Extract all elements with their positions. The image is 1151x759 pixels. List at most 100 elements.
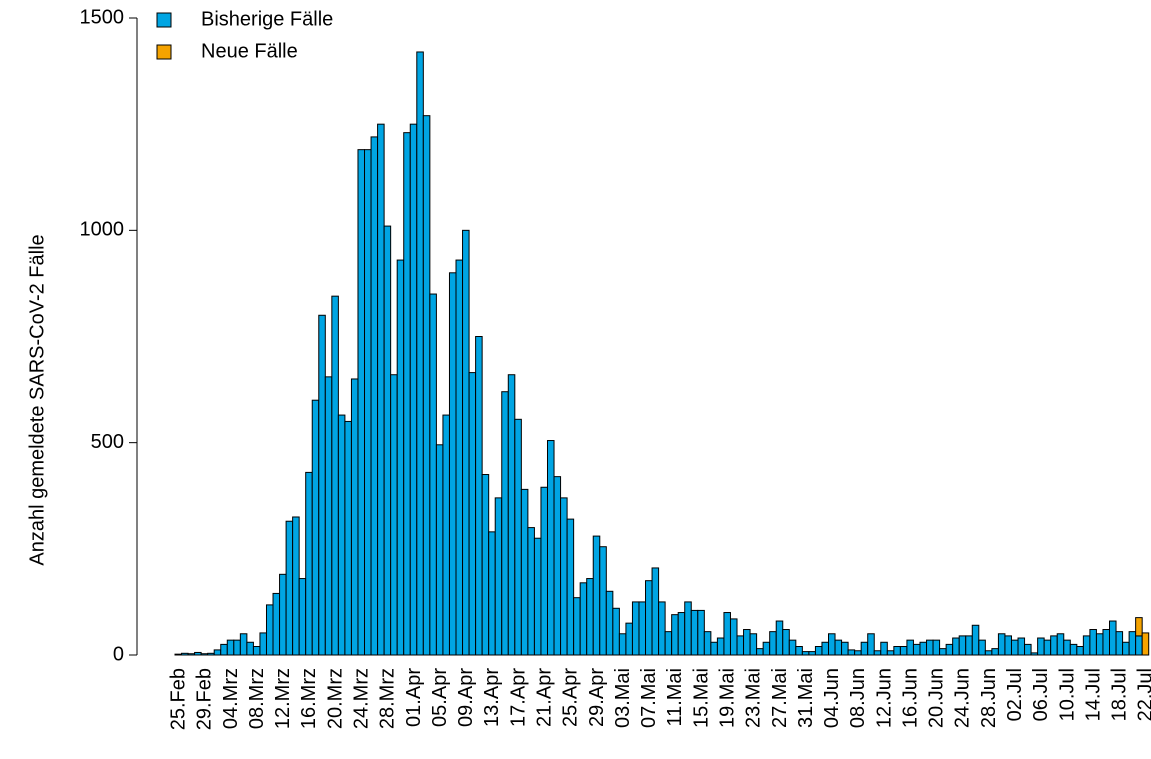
x-tick-label: 24.Jun (952, 668, 974, 728)
bar (795, 646, 803, 656)
x-tick-label: 15.Mai (690, 668, 712, 728)
bar (618, 633, 627, 656)
x-tick-label: 19.Mai (716, 668, 738, 728)
bar (821, 641, 830, 656)
bar (671, 614, 679, 656)
bar (847, 649, 856, 656)
bar (292, 516, 300, 656)
bar (782, 629, 790, 656)
bar (331, 295, 339, 656)
bar (383, 225, 392, 656)
x-tick-label: 25.Apr (560, 668, 582, 727)
bar (416, 51, 424, 656)
x-tick-label: 28.Jun (978, 668, 1000, 728)
bar (174, 653, 183, 656)
x-tick-label: 06.Jul (1030, 668, 1052, 721)
x-tick-label: 22.Jul (1135, 668, 1151, 721)
bar (684, 601, 692, 656)
bar (1056, 633, 1065, 656)
bar (952, 637, 960, 656)
bar (1082, 635, 1091, 656)
bar (919, 641, 928, 656)
bar (808, 651, 816, 656)
bar (971, 624, 980, 656)
bar (370, 136, 379, 656)
legend-swatch (156, 12, 172, 28)
x-tick-label: 03.Mai (612, 668, 634, 728)
bar (651, 567, 660, 656)
bar (429, 293, 437, 656)
bar (1069, 643, 1078, 656)
bar (442, 414, 450, 656)
bar (788, 639, 797, 656)
bar (462, 229, 470, 656)
bar (605, 590, 614, 656)
bar (403, 132, 411, 656)
bar (344, 420, 352, 656)
bar (324, 376, 333, 656)
bar (579, 582, 588, 656)
x-tick-label: 13.Apr (481, 668, 503, 727)
bar (677, 612, 686, 656)
bar (546, 440, 555, 656)
bar (560, 497, 568, 656)
x-tick-label: 25.Feb (168, 668, 190, 730)
bar (259, 632, 267, 656)
bar (586, 578, 594, 656)
x-tick-label: 08.Mrz (246, 668, 268, 729)
bar (828, 633, 836, 656)
bar (912, 643, 921, 656)
bar (658, 601, 666, 656)
bar (664, 631, 673, 656)
bar (926, 639, 934, 656)
bar (409, 123, 418, 656)
y-tick-label: 1500 (80, 6, 125, 28)
bar (187, 653, 196, 656)
legend-label: Neue Fälle (201, 40, 298, 62)
bar (814, 646, 823, 656)
bar (488, 531, 496, 656)
bar (1050, 635, 1058, 656)
bar (762, 641, 771, 656)
bar (1037, 637, 1045, 656)
bar (638, 601, 647, 656)
bar (481, 474, 490, 656)
bar (181, 652, 189, 656)
bar (645, 580, 653, 656)
x-tick-label: 04.Jun (821, 668, 843, 728)
bar (311, 399, 320, 656)
bar (1043, 639, 1052, 656)
bar (939, 648, 947, 656)
x-tick-label: 23.Mai (743, 668, 765, 728)
x-tick-label: 29.Apr (586, 668, 608, 727)
bar (841, 641, 849, 656)
x-tick-label: 16.Jun (899, 668, 921, 728)
bar (965, 635, 973, 656)
x-tick-label: 10.Jul (1056, 668, 1078, 721)
bar (834, 639, 843, 656)
bar (1076, 646, 1084, 656)
bar (527, 527, 535, 656)
bar (298, 578, 307, 656)
bar (1004, 635, 1012, 656)
bar (690, 609, 699, 656)
bar (703, 631, 712, 656)
bar (213, 649, 222, 656)
bar (350, 378, 359, 656)
bar (494, 497, 503, 656)
bar (886, 650, 895, 656)
bar (357, 149, 366, 656)
x-tick-label: 28.Mrz (377, 668, 399, 729)
x-tick-label: 21.Apr (534, 668, 556, 727)
bar (318, 314, 326, 656)
y-axis-label: Anzahl gemeldete SARS-CoV-2 Fälle (26, 234, 48, 565)
bar (978, 639, 986, 656)
bar (631, 601, 640, 656)
bar (422, 115, 431, 656)
bar (573, 597, 581, 656)
x-tick-label: 27.Mai (769, 668, 791, 728)
bar (801, 651, 810, 656)
bar (475, 336, 483, 656)
legend-label: Bisherige Fälle (201, 8, 333, 30)
